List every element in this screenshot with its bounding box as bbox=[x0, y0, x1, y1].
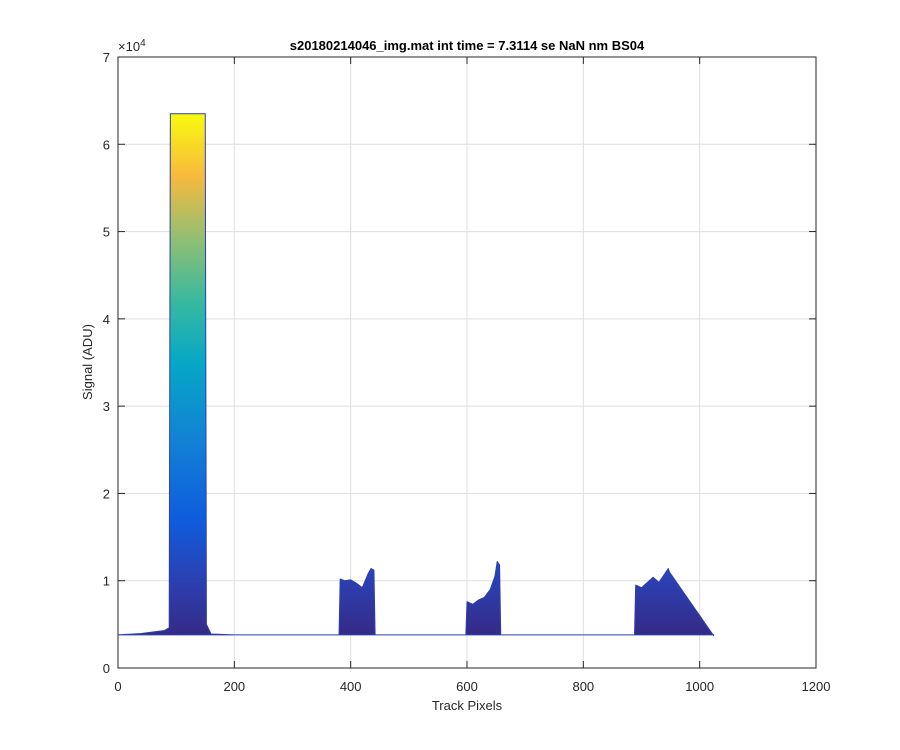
x-tick-label: 1200 bbox=[802, 679, 831, 694]
y-tick-label: 4 bbox=[103, 312, 110, 327]
y-tick-label: 2 bbox=[103, 486, 110, 501]
y-exponent-label: ×104 bbox=[118, 38, 146, 54]
x-tick-label: 200 bbox=[223, 679, 245, 694]
x-axis-title: Track Pixels bbox=[432, 698, 503, 713]
y-tick-label: 3 bbox=[103, 399, 110, 414]
chart-title: s20180214046_img.mat int time = 7.3114 s… bbox=[290, 38, 645, 53]
y-tick-label: 6 bbox=[103, 137, 110, 152]
y-axis-title: Signal (ADU) bbox=[80, 324, 95, 400]
signal-series bbox=[117, 113, 715, 637]
x-tick-labels: 0 200 400 600 800 1000 1200 bbox=[114, 679, 830, 694]
x-tick-label: 400 bbox=[340, 679, 362, 694]
y-tick-label: 7 bbox=[103, 50, 110, 65]
y-tick-label: 5 bbox=[103, 225, 110, 240]
ticks bbox=[117, 56, 817, 669]
y-tick-label: 0 bbox=[103, 661, 110, 676]
grid bbox=[118, 57, 816, 668]
x-tick-label: 800 bbox=[572, 679, 594, 694]
x-tick-label: 600 bbox=[456, 679, 478, 694]
signal-area bbox=[117, 113, 715, 637]
y-tick-labels: 0 1 2 3 4 5 6 7 bbox=[103, 50, 110, 676]
x-tick-label: 1000 bbox=[685, 679, 714, 694]
x-tick-label: 0 bbox=[114, 679, 121, 694]
y-tick-label: 1 bbox=[103, 574, 110, 589]
